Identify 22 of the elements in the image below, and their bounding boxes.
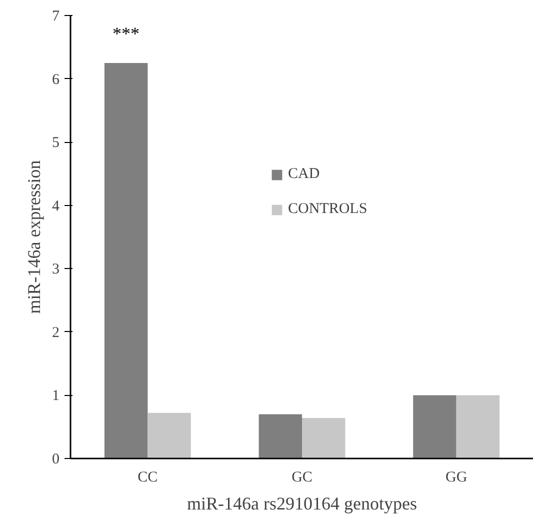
legend-label: CAD [288,166,320,183]
bar [148,412,191,458]
x-tick-label: CC [138,470,158,486]
bar [413,395,456,458]
y-tick-label: 4 [52,198,60,214]
x-axis-title: miR-146a rs2910164 genotypes [187,494,417,514]
y-tick-label: 7 [52,8,60,24]
x-tick-label: GG [446,470,468,486]
bar [302,418,346,458]
bar [104,62,148,458]
y-axis-title: miR-146a expression [24,160,44,314]
y-tick-label: 1 [52,388,60,404]
bar [456,395,500,458]
bar [258,414,302,458]
y-tick-label: 6 [52,72,60,88]
y-tick-label: 3 [52,262,60,278]
y-tick-label: 5 [52,135,60,152]
y-tick-label: 0 [52,452,60,468]
annotation: *** [112,24,140,44]
x-tick-label: GC [292,470,312,486]
y-tick-label: 2 [52,324,60,341]
legend-label: CONTROLS [288,201,368,218]
